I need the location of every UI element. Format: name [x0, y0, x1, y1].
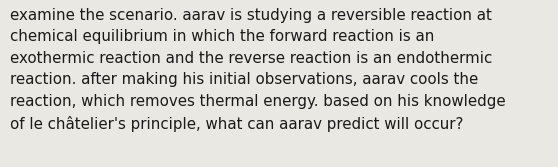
Text: examine the scenario. aarav is studying a reversible reaction at
chemical equili: examine the scenario. aarav is studying … — [10, 8, 506, 132]
